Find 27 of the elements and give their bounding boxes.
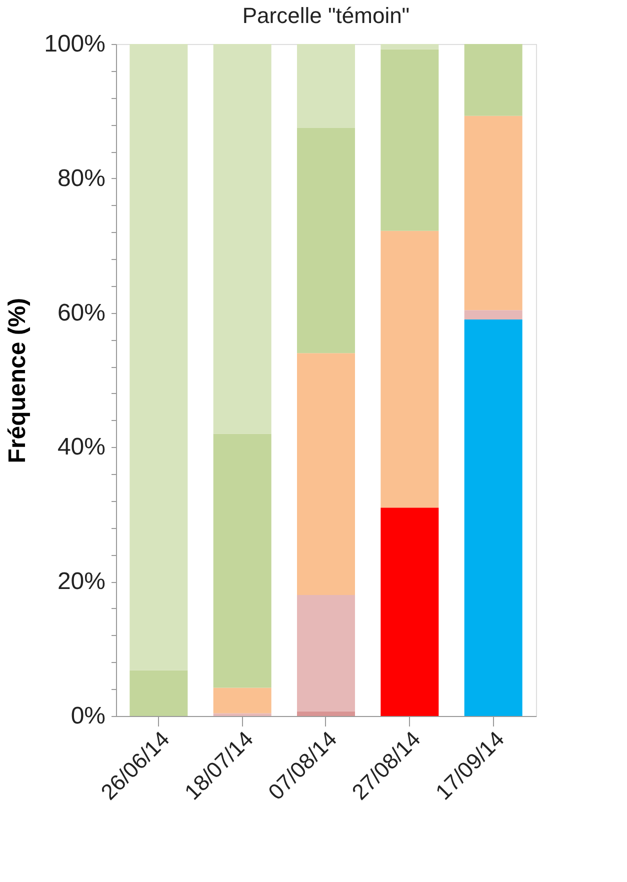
bar <box>464 310 522 320</box>
bar <box>213 713 272 716</box>
bar <box>297 595 355 712</box>
bar <box>297 44 355 128</box>
y-axis-title: Fréquence (%) <box>4 298 32 464</box>
y-tick-label: 80% <box>57 164 106 192</box>
bar <box>464 116 522 310</box>
bar <box>213 434 272 688</box>
bar <box>213 688 272 714</box>
bar <box>297 711 355 716</box>
bar <box>130 670 188 716</box>
bar <box>297 128 355 354</box>
bar <box>380 44 439 50</box>
bar <box>213 44 272 434</box>
bar <box>380 230 439 508</box>
chart-title: Parcelle "témoin" <box>242 3 410 28</box>
bar <box>130 44 188 670</box>
y-tick-label: 100% <box>44 30 106 58</box>
y-tick-label: 60% <box>57 299 106 326</box>
bar <box>297 353 355 596</box>
bar <box>380 508 439 716</box>
bar <box>464 320 522 716</box>
bar <box>464 44 522 116</box>
y-tick-label: 20% <box>57 568 106 596</box>
bar <box>380 49 439 231</box>
y-tick-label: 40% <box>57 434 106 461</box>
y-tick-label: 0% <box>70 702 106 730</box>
